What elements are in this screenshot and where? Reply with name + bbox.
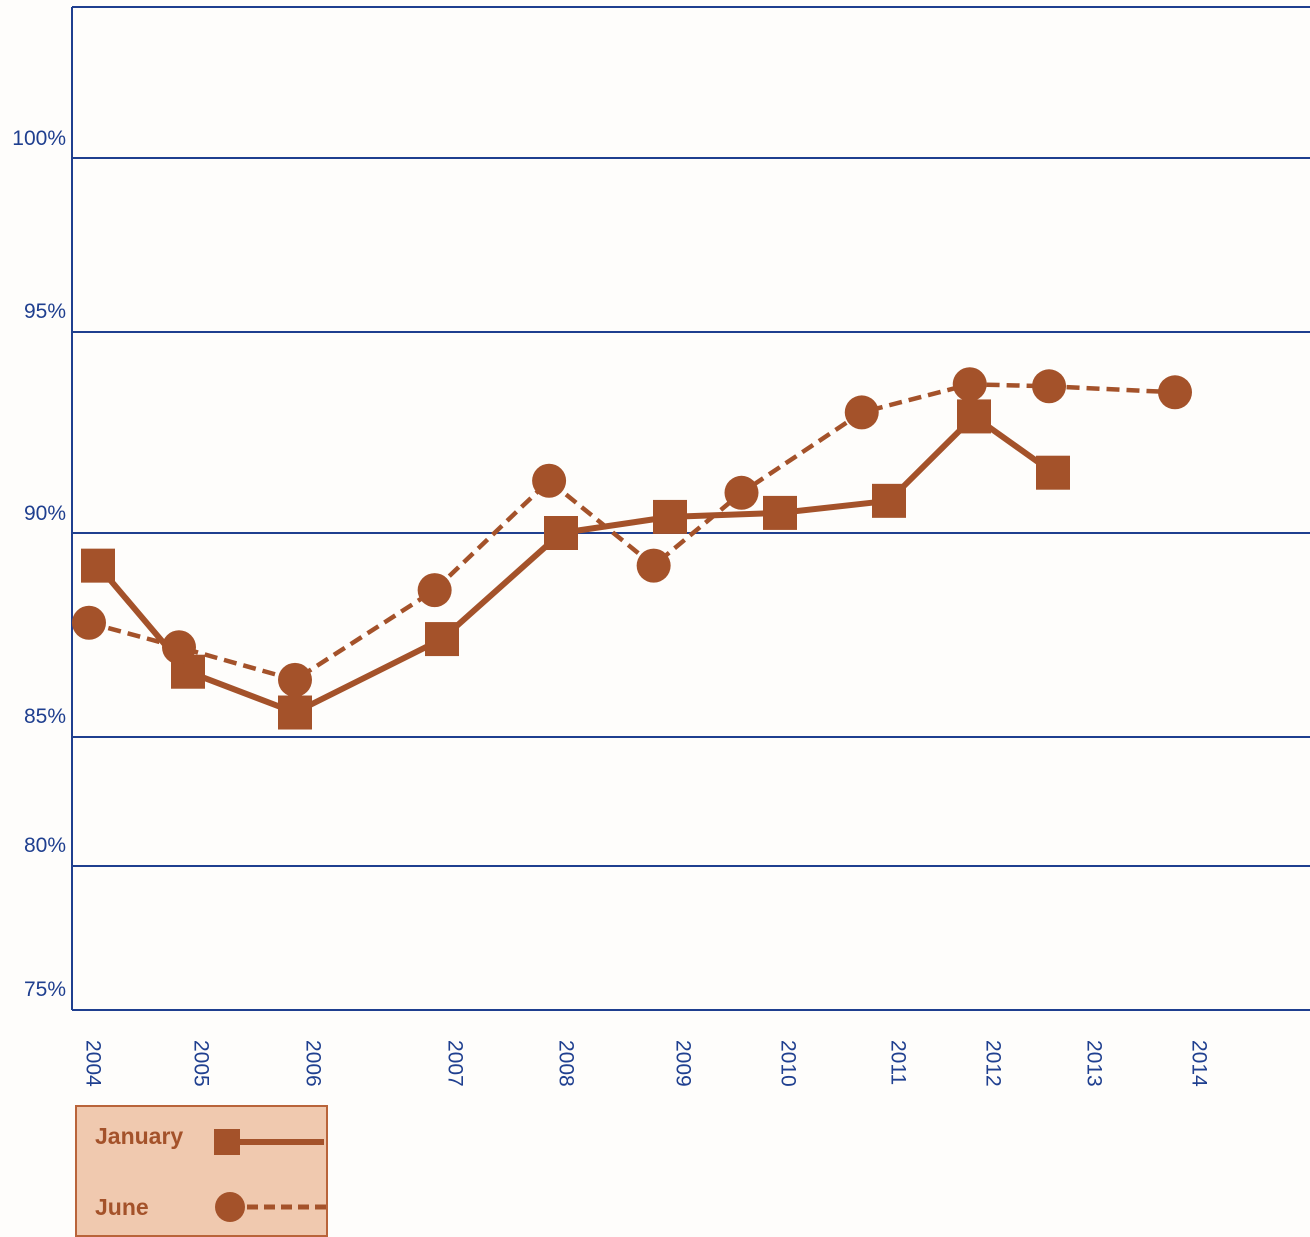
data-point-january xyxy=(957,399,991,434)
data-point-june xyxy=(417,573,452,608)
x-tick-label: 2006 xyxy=(301,1040,324,1087)
data-point-june xyxy=(1032,369,1067,404)
y-tick-label: 80% xyxy=(24,834,66,857)
data-point-january xyxy=(653,499,687,534)
data-point-june xyxy=(952,367,987,402)
series-line-january xyxy=(95,413,1055,716)
x-tick-label: 2012 xyxy=(981,1040,1004,1087)
x-tick-label: 2010 xyxy=(776,1040,799,1087)
y-tick-label: 75% xyxy=(24,978,66,1001)
x-tick-label: 2007 xyxy=(443,1040,466,1087)
x-tick-label: 2009 xyxy=(671,1040,694,1087)
legend-label-january: January xyxy=(95,1123,184,1149)
data-point-june xyxy=(532,463,567,498)
legend-swatch-january xyxy=(214,1129,324,1155)
data-point-june xyxy=(844,395,879,430)
grid-layer xyxy=(71,6,1310,1011)
data-point-june xyxy=(1158,375,1192,410)
data-point-january xyxy=(763,495,797,530)
y-tick-label: 85% xyxy=(24,705,66,728)
data-point-june xyxy=(724,475,759,510)
legend-marker-circle xyxy=(215,1192,245,1222)
x-tick-label: 2004 xyxy=(81,1040,104,1087)
data-point-january xyxy=(278,695,312,730)
data-point-january xyxy=(1036,455,1070,490)
data-point-january xyxy=(81,548,115,583)
series-layer xyxy=(72,367,1192,730)
data-point-january xyxy=(544,516,578,550)
data-point-january xyxy=(425,622,459,657)
data-point-june xyxy=(636,548,671,583)
x-tick-label: 2011 xyxy=(886,1040,909,1085)
x-tick-label: 2014 xyxy=(1187,1040,1210,1087)
y-tick-label: 95% xyxy=(24,300,66,323)
x-axis-ticks: 2004 2005 2006 2007 2008 2009 2010 2011 2012 2013… xyxy=(81,1040,1210,1087)
y-axis-ticks: 75% 80% 85% 90% 95% 100% xyxy=(12,127,66,1001)
legend-swatch-june xyxy=(215,1192,326,1222)
data-point-june xyxy=(162,630,196,665)
data-point-june xyxy=(72,605,106,640)
data-point-june xyxy=(278,662,312,697)
legend-label-june: June xyxy=(95,1194,149,1220)
legend: January June xyxy=(75,1105,328,1237)
data-point-january xyxy=(872,483,906,518)
y-tick-label: 90% xyxy=(24,502,66,525)
y-tick-label: 100% xyxy=(12,127,66,150)
x-tick-label: 2005 xyxy=(189,1040,212,1087)
x-tick-label: 2008 xyxy=(554,1040,577,1087)
legend-marker-square xyxy=(214,1129,240,1155)
x-tick-label: 2013 xyxy=(1082,1040,1105,1087)
